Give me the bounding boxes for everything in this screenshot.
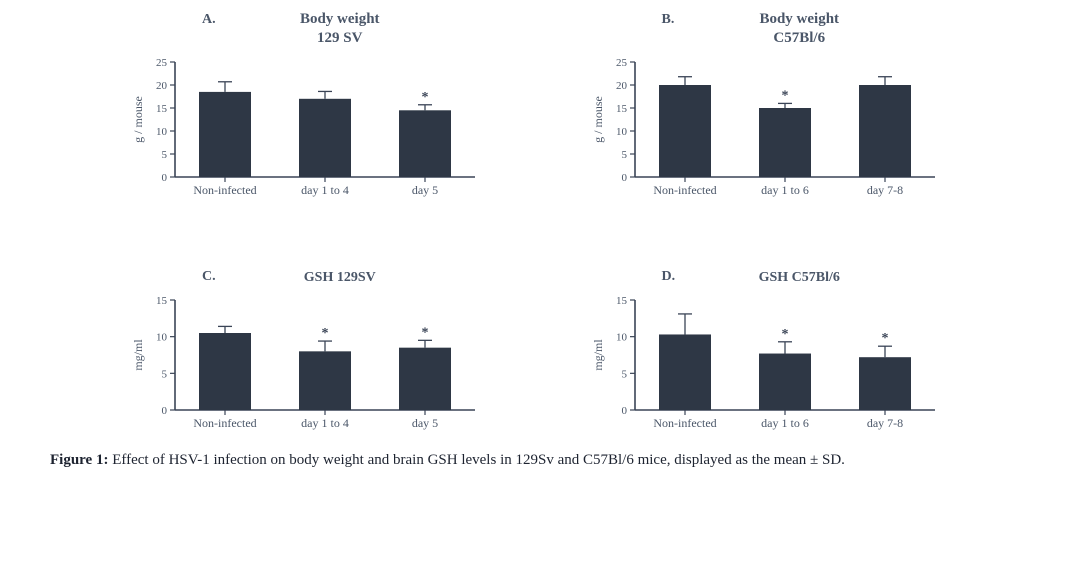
svg-text:15: 15: [156, 295, 168, 307]
svg-text:5: 5: [162, 149, 168, 161]
svg-text:mg/ml: mg/ml: [131, 339, 145, 371]
svg-text:0: 0: [621, 172, 627, 184]
chart-c: 0 5 10 15 mg/ml Non-infected day 1 to 4 * day 5 *: [130, 292, 550, 432]
svg-text:25: 25: [156, 57, 168, 69]
panel-letter-b: B.: [662, 12, 675, 28]
panel-a: A. Body weight 129 SV 0 5 10 15 20 25 g / mous…: [130, 10, 550, 199]
svg-text:5: 5: [621, 368, 627, 380]
svg-text:g / mouse: g / mouse: [131, 96, 145, 143]
svg-text:day 5: day 5: [412, 416, 438, 430]
svg-text:10: 10: [156, 126, 168, 138]
svg-text:day 7-8: day 7-8: [866, 183, 902, 197]
chart-b: 0 5 10 15 20 25 g / mouse Non-infected day 1 to …: [590, 54, 1010, 199]
svg-text:10: 10: [616, 126, 628, 138]
svg-text:*: *: [422, 89, 429, 104]
svg-text:Non-infected: Non-infected: [653, 416, 716, 430]
panel-title-a-line1: Body weight: [130, 10, 550, 29]
svg-text:25: 25: [616, 57, 628, 69]
svg-text:*: *: [422, 325, 429, 340]
svg-text:Non-infected: Non-infected: [653, 183, 716, 197]
svg-text:day 1 to 6: day 1 to 6: [761, 416, 809, 430]
svg-text:*: *: [781, 88, 788, 103]
panel-letter-c: C.: [202, 269, 216, 285]
panel-d: D. GSH C57Bl/6 0 5 10 15 mg/ml Non-infected da…: [590, 269, 1010, 433]
svg-text:0: 0: [162, 405, 168, 417]
panel-title-b: Body weight C57Bl/6: [590, 10, 1010, 48]
panel-title-b-line2: C57Bl/6: [590, 29, 1010, 48]
svg-text:20: 20: [156, 80, 168, 92]
caption-text: Effect of HSV-1 infection on body weight…: [108, 452, 844, 468]
caption-label: Figure 1:: [50, 452, 108, 468]
chart-d: 0 5 10 15 mg/ml Non-infected day 1 to 6 * day 7-…: [590, 292, 1010, 432]
panel-title-a-line2: 129 SV: [130, 29, 550, 48]
svg-text:20: 20: [616, 80, 628, 92]
panel-c: C. GSH 129SV 0 5 10 15 mg/ml Non-infected day …: [130, 269, 550, 433]
panel-title-b-line1: Body weight: [590, 10, 1010, 29]
svg-text:15: 15: [616, 295, 628, 307]
panel-title-c-line1: GSH 129SV: [130, 269, 550, 287]
svg-text:0: 0: [621, 405, 627, 417]
svg-text:15: 15: [156, 103, 168, 115]
svg-text:day 1 to 4: day 1 to 4: [301, 183, 349, 197]
panel-title-a: Body weight 129 SV: [130, 10, 550, 48]
svg-text:g / mouse: g / mouse: [591, 96, 605, 143]
panel-b: B. Body weight C57Bl/6 0 5 10 15 20 25 g / mou…: [590, 10, 1010, 199]
svg-text:10: 10: [156, 332, 168, 344]
svg-text:5: 5: [621, 149, 627, 161]
svg-text:5: 5: [162, 368, 168, 380]
panel-grid: A. Body weight 129 SV 0 5 10 15 20 25 g / mous…: [0, 0, 1089, 432]
svg-text:*: *: [322, 326, 329, 341]
svg-text:day 1 to 4: day 1 to 4: [301, 416, 349, 430]
svg-text:day 1 to 6: day 1 to 6: [761, 183, 809, 197]
figure-1: A. Body weight 129 SV 0 5 10 15 20 25 g / mous…: [0, 0, 1089, 472]
svg-text:mg/ml: mg/ml: [591, 339, 605, 371]
panel-title-d: GSH C57Bl/6: [590, 269, 1010, 287]
panel-title-c: GSH 129SV: [130, 269, 550, 287]
svg-text:10: 10: [616, 332, 628, 344]
svg-text:0: 0: [162, 172, 168, 184]
svg-text:*: *: [881, 331, 888, 346]
svg-text:day 5: day 5: [412, 183, 438, 197]
svg-text:Non-infected: Non-infected: [193, 416, 256, 430]
figure-caption: Figure 1: Effect of HSV-1 infection on b…: [0, 432, 1089, 472]
chart-a: 0 5 10 15 20 25 g / mouse Non-infected day 1 to …: [130, 54, 550, 199]
svg-text:day 7-8: day 7-8: [866, 416, 902, 430]
svg-text:Non-infected: Non-infected: [193, 183, 256, 197]
panel-letter-d: D.: [662, 269, 676, 285]
panel-title-d-line1: GSH C57Bl/6: [590, 269, 1010, 287]
svg-text:*: *: [781, 327, 788, 342]
svg-text:15: 15: [616, 103, 628, 115]
panel-letter-a: A.: [202, 12, 216, 28]
